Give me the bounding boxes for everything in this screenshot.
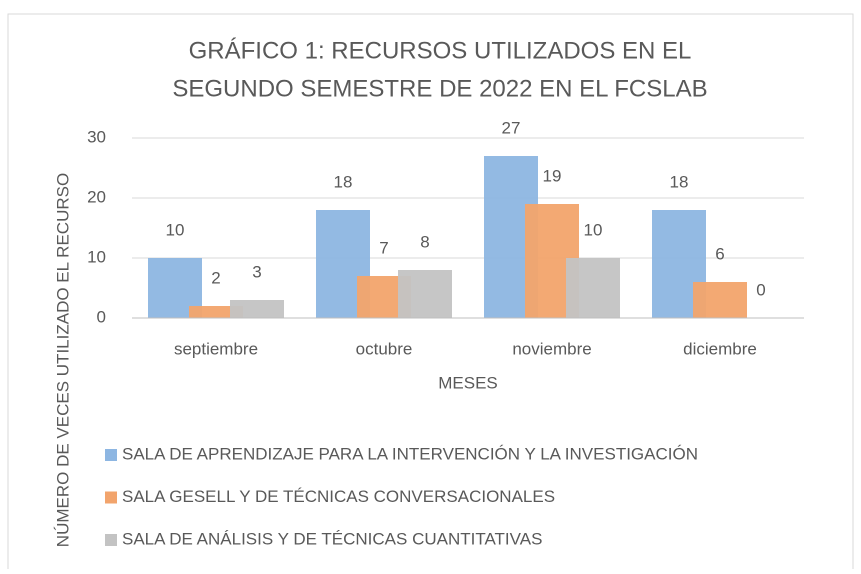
data-label: 7 [379, 238, 388, 257]
legend-swatch [105, 449, 117, 461]
data-label: 10 [166, 220, 185, 239]
y-tick-label: 10 [87, 247, 106, 266]
data-label: 0 [756, 280, 765, 299]
data-label: 18 [670, 172, 689, 191]
x-tick-label: noviembre [512, 339, 591, 358]
data-label: 10 [584, 220, 603, 239]
legend-swatch [105, 534, 117, 546]
chart-title: GRÁFICO 1: RECURSOS UTILIZADOS EN EL [189, 37, 692, 64]
data-label: 6 [715, 244, 724, 263]
bar [566, 258, 620, 318]
legend-label: SALA DE ANÁLISIS Y DE TÉCNICAS CUANTITAT… [122, 529, 542, 548]
x-axis-label: MESES [438, 373, 498, 392]
legend-label: SALA DE APRENDIZAJE PARA LA INTERVENCIÓN… [122, 444, 698, 463]
data-label: 18 [334, 172, 353, 191]
x-tick-label: septiembre [174, 339, 258, 358]
bar [398, 270, 452, 318]
bar [230, 300, 284, 318]
y-tick-label: 20 [87, 187, 106, 206]
data-label: 8 [420, 232, 429, 251]
data-label: 2 [211, 268, 220, 287]
chart-title: SEGUNDO SEMESTRE DE 2022 EN EL FCSLAB [172, 75, 707, 102]
data-label: 27 [502, 118, 521, 137]
y-axis-label: NÚMERO DE VECES UTILIZADO EL RECURSO [53, 173, 72, 547]
x-tick-label: diciembre [683, 339, 757, 358]
legend-label: SALA GESELL Y DE TÉCNICAS CONVERSACIONAL… [122, 487, 555, 506]
y-tick-label: 30 [87, 127, 106, 146]
y-tick-label: 0 [97, 307, 106, 326]
data-label: 19 [543, 166, 562, 185]
x-tick-label: octubre [356, 339, 413, 358]
bar [693, 282, 747, 318]
bar [189, 306, 243, 318]
data-label: 3 [252, 262, 261, 281]
legend-swatch [105, 491, 117, 504]
